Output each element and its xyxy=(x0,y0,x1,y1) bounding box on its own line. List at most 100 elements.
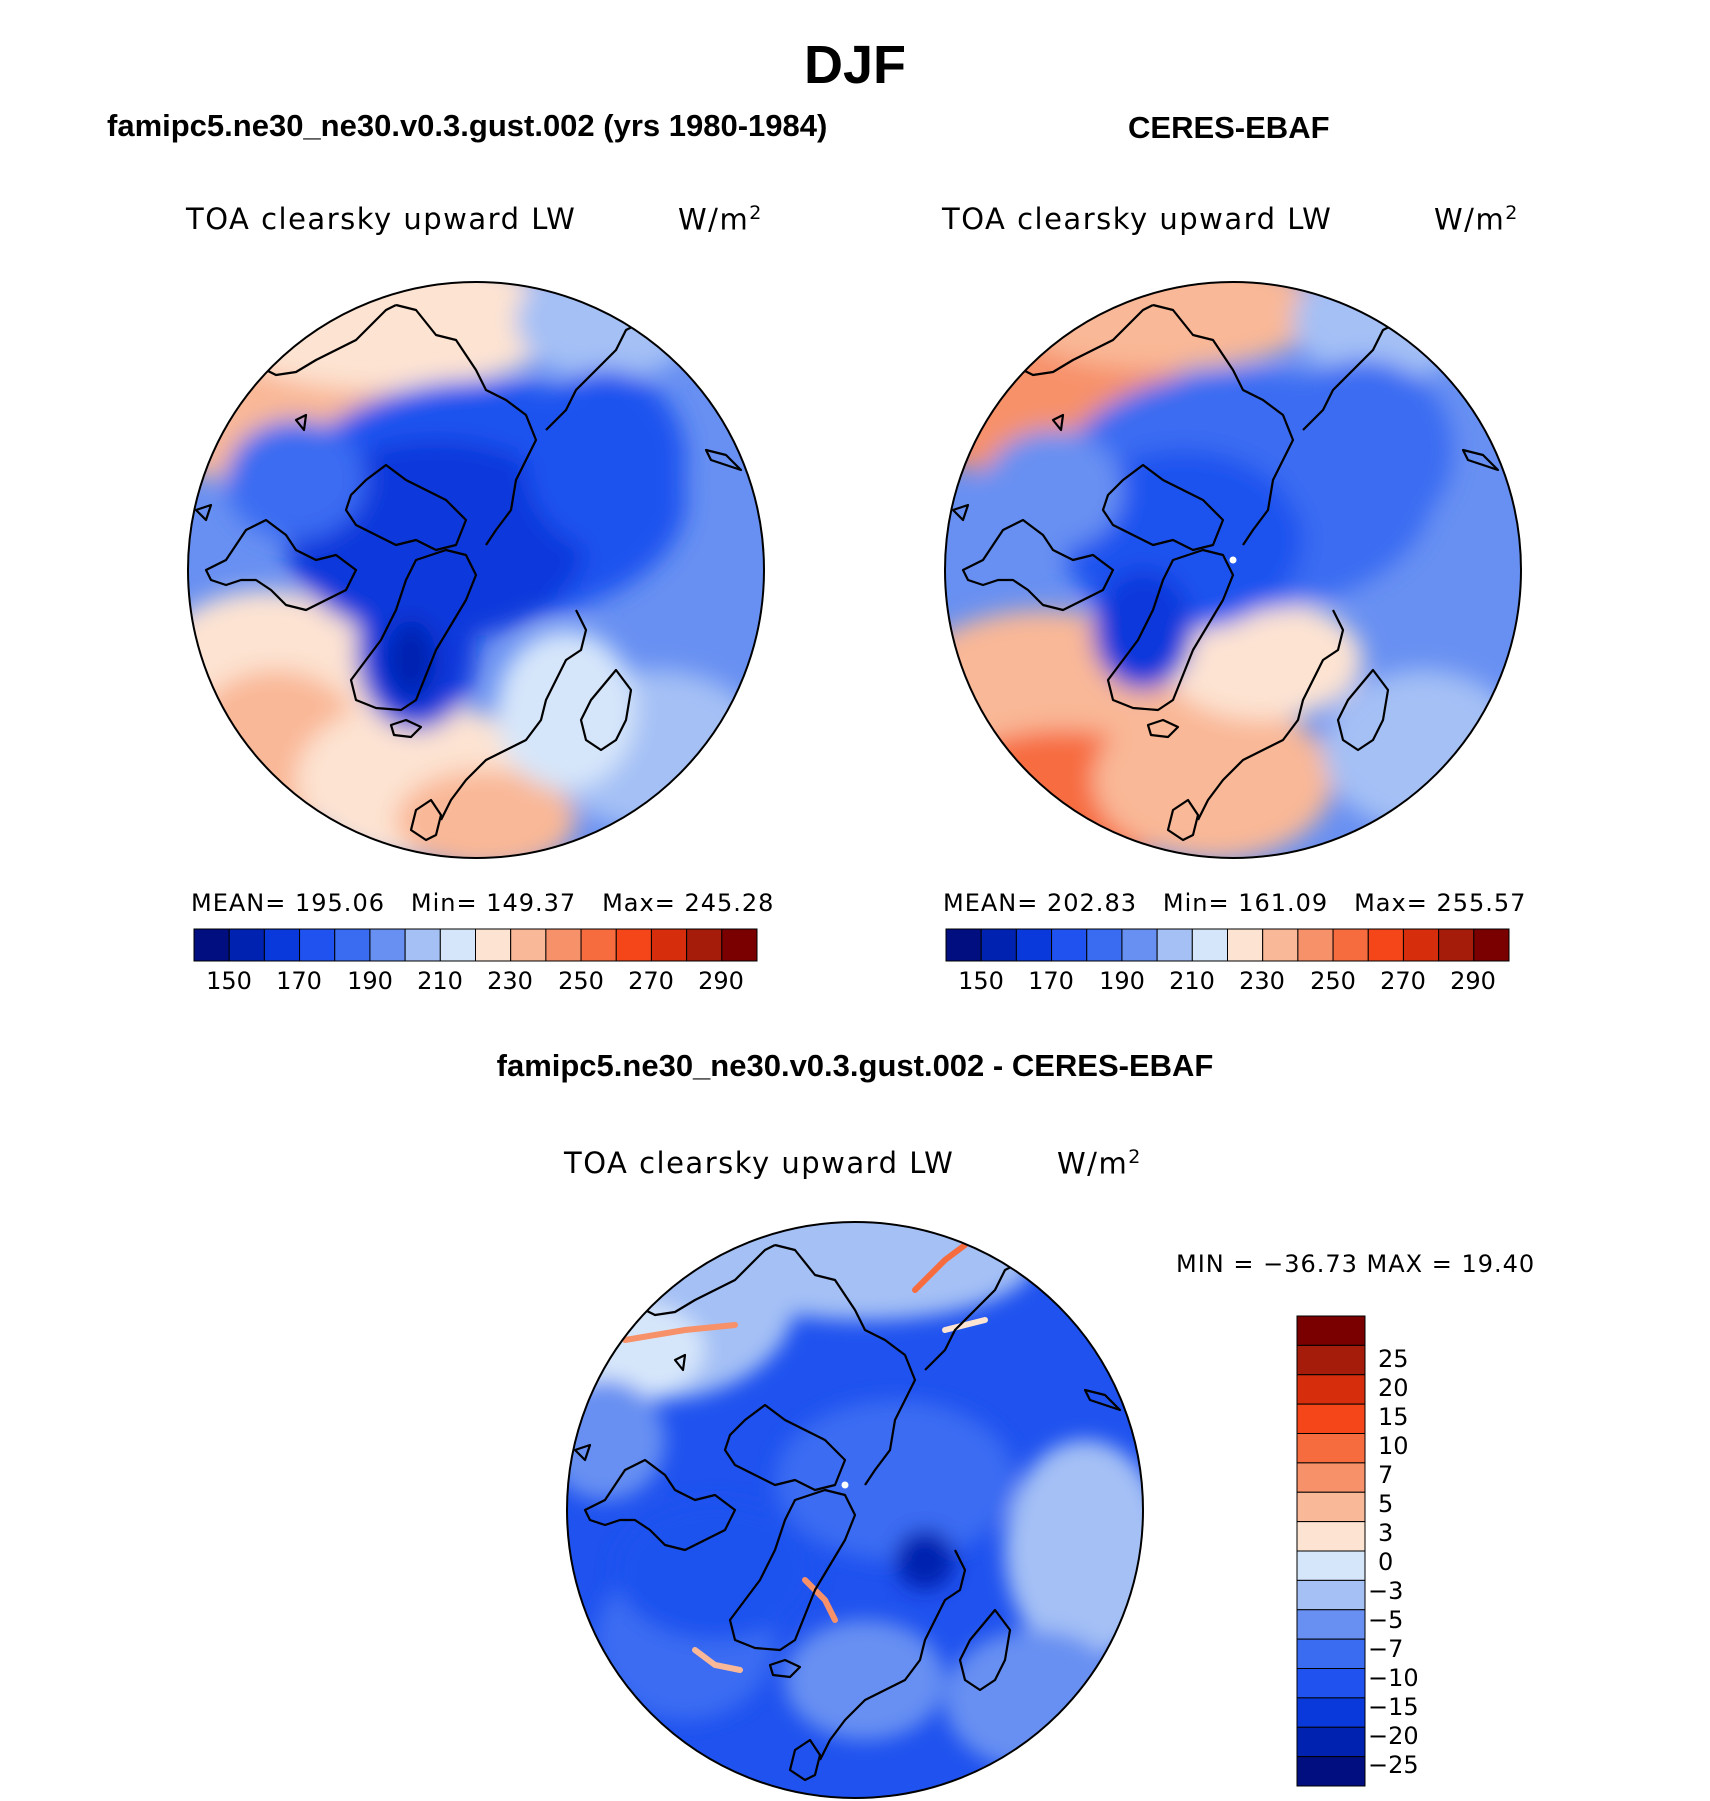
diff-colorbar-swatch xyxy=(1296,1462,1366,1493)
colorbar-swatch xyxy=(1367,928,1404,962)
colorbar-swatch xyxy=(1051,928,1088,962)
diff-colorbar-swatch xyxy=(1296,1579,1366,1611)
diff-colorbar-tick: 10 xyxy=(1378,1432,1409,1460)
colorbar-swatch xyxy=(510,928,547,962)
colorbar-swatch xyxy=(615,928,652,962)
diff-units-label: W/m2 xyxy=(1057,1146,1142,1181)
panel2-variable-label: TOA clearsky upward LW xyxy=(942,202,1333,236)
colorbar-swatch xyxy=(475,928,512,962)
colorbar-swatch xyxy=(1191,928,1228,962)
diff-colorbar-tick: 5 xyxy=(1378,1490,1394,1518)
colorbar-tick: 170 xyxy=(276,967,322,995)
diff-colorbar-tick: 7 xyxy=(1378,1461,1394,1489)
panel1-min-value: 149.37 xyxy=(486,889,577,917)
diff-colorbar-tick: 20 xyxy=(1378,1374,1409,1402)
diff-colorbar-swatch xyxy=(1296,1433,1366,1464)
panel2-colorbar-ticks: 150 170 190 210 230 250 270 290 xyxy=(946,967,1509,997)
panel1-max-value: 245.28 xyxy=(684,889,775,917)
colorbar-swatch xyxy=(193,928,230,962)
diff-colorbar-tick: −7 xyxy=(1368,1635,1404,1663)
colorbar-swatch xyxy=(545,928,582,962)
panel2-units-label: W/m2 xyxy=(1434,202,1519,237)
diff-variable-label: TOA clearsky upward LW xyxy=(564,1146,955,1180)
diff-colorbar-tick: 25 xyxy=(1378,1345,1409,1373)
diff-colorbar-swatch xyxy=(1296,1403,1366,1434)
diff-colorbar-tick: −5 xyxy=(1368,1606,1404,1634)
colorbar-swatch xyxy=(1262,928,1299,962)
diff-colorbar-swatch xyxy=(1296,1609,1366,1640)
colorbar-swatch xyxy=(1086,928,1123,962)
diff-colorbar-swatch xyxy=(1296,1726,1366,1758)
colorbar-swatch xyxy=(1227,928,1264,962)
colorbar-swatch xyxy=(299,928,336,962)
colorbar-tick: 290 xyxy=(698,967,744,995)
diff-colorbar-tick: −15 xyxy=(1368,1693,1419,1721)
panel1-variable-label: TOA clearsky upward LW xyxy=(186,202,577,236)
colorbar-swatch xyxy=(580,928,617,962)
diff-colorbar-swatch xyxy=(1296,1638,1366,1669)
diff-colorbar-swatch xyxy=(1296,1756,1366,1787)
panel1-stats: MEAN= 195.06 Min= 149.37 Max= 245.28 xyxy=(191,889,775,917)
panel1-mean-value: 195.06 xyxy=(295,889,385,917)
colorbar-swatch xyxy=(369,928,406,962)
diff-colorbar-swatch xyxy=(1296,1550,1366,1581)
diff-colorbar-swatch xyxy=(1296,1491,1366,1523)
colorbar-tick: 170 xyxy=(1028,967,1074,995)
figure-title: DJF xyxy=(803,35,906,95)
colorbar-swatch xyxy=(945,928,982,962)
diff-colorbar-tick: −10 xyxy=(1368,1664,1419,1692)
diff-colorbar-swatch xyxy=(1296,1315,1366,1346)
colorbar-tick: 150 xyxy=(206,967,252,995)
panel1-colorbar-ticks: 150 170 190 210 230 250 270 290 xyxy=(194,967,757,997)
diff-panel-title: famipc5.ne30_ne30.v0.3.gust.002 - CERES-… xyxy=(496,1048,1214,1083)
colorbar-swatch xyxy=(1438,928,1475,962)
panel2-mean-value: 202.83 xyxy=(1047,889,1137,917)
colorbar-tick: 190 xyxy=(1099,967,1145,995)
diff-colorbar-ticks: 25 20 15 10 7 5 3 0 −3 −5 −7 −10 −15 −20… xyxy=(1368,1316,1438,1786)
colorbar-tick: 210 xyxy=(1169,967,1215,995)
colorbar-tick: 210 xyxy=(417,967,463,995)
colorbar-swatch xyxy=(334,928,371,962)
colorbar-swatch xyxy=(1473,928,1510,962)
diff-colorbar-swatch xyxy=(1296,1344,1366,1376)
colorbar-swatch xyxy=(686,928,723,962)
colorbar-tick: 250 xyxy=(1310,967,1356,995)
colorbar-swatch xyxy=(980,928,1017,962)
panel2-max-value: 255.57 xyxy=(1436,889,1527,917)
colorbar-swatch xyxy=(228,928,265,962)
colorbar-tick: 290 xyxy=(1450,967,1496,995)
colorbar-tick: 150 xyxy=(958,967,1004,995)
diff-colorbar-swatch xyxy=(1296,1697,1366,1728)
panel2-title: CERES-EBAF xyxy=(1128,110,1330,145)
colorbar-swatch xyxy=(1121,928,1158,962)
panel1-title: famipc5.ne30_ne30.v0.3.gust.002 (yrs 198… xyxy=(107,108,828,143)
panel1-polar-map xyxy=(187,281,765,859)
diff-minmax-label: MIN = −36.73 MAX = 19.40 xyxy=(1176,1250,1536,1278)
colorbar-swatch xyxy=(1156,928,1193,962)
diff-colorbar-tick: −3 xyxy=(1368,1577,1404,1605)
colorbar-swatch xyxy=(1297,928,1334,962)
panel2-polar-map xyxy=(944,281,1522,859)
colorbar-tick: 190 xyxy=(347,967,393,995)
diff-colorbar xyxy=(1296,1315,1366,1787)
colorbar-swatch xyxy=(404,928,441,962)
colorbar-tick: 230 xyxy=(1239,967,1285,995)
diff-colorbar-tick: 15 xyxy=(1378,1403,1409,1431)
colorbar-swatch xyxy=(1332,928,1369,962)
colorbar-tick: 270 xyxy=(1380,967,1426,995)
colorbar-tick: 250 xyxy=(558,967,604,995)
diff-colorbar-swatch xyxy=(1296,1668,1366,1699)
colorbar-swatch xyxy=(721,928,758,962)
colorbar-swatch xyxy=(1015,928,1053,962)
panel2-min-value: 161.09 xyxy=(1238,889,1329,917)
colorbar-swatch xyxy=(439,928,476,962)
colorbar-swatch xyxy=(263,928,301,962)
colorbar-swatch xyxy=(650,928,688,962)
diff-colorbar-tick: −20 xyxy=(1368,1722,1419,1750)
diff-colorbar-swatch xyxy=(1296,1521,1366,1552)
colorbar-tick: 270 xyxy=(628,967,674,995)
colorbar-swatch xyxy=(1402,928,1440,962)
panel2-colorbar xyxy=(945,928,1510,962)
diff-colorbar-swatch xyxy=(1296,1374,1366,1405)
panel2-stats: MEAN= 202.83 Min= 161.09 Max= 255.57 xyxy=(943,889,1527,917)
